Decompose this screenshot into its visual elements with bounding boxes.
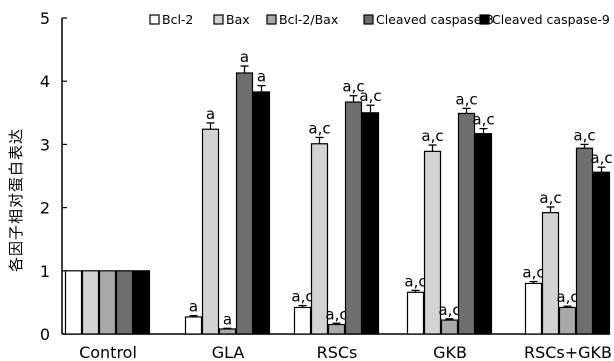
significance-label: a,c [455, 90, 477, 108]
bar-cleaved-caspase-3-control [115, 270, 134, 335]
bar-bcl-2-bax-gla [218, 328, 237, 335]
x-ticks: Control GLA RSCs GKB RSCs+GKB [79, 343, 612, 361]
bar-bcl-2-rscs-gkb [524, 282, 543, 335]
bar-bcl-2-bax-gkb [440, 319, 459, 335]
y-tick-label: 1 [40, 262, 50, 281]
legend-swatch [363, 14, 374, 25]
significance-label: a,c [539, 189, 561, 207]
bar-bax-gla [201, 128, 220, 335]
y-tick-label: 4 [40, 72, 50, 91]
bar-bax-rscs-gkb [541, 212, 560, 335]
bar-cleaved-caspase-3-gla [235, 72, 254, 335]
bar-cleaved-caspase-3-gkb [457, 112, 476, 335]
bar-cleaved-caspase-3-rscs [344, 101, 363, 335]
significance-label: a [223, 310, 232, 328]
significance-label: a,c [590, 149, 612, 167]
significance-label: a [240, 48, 249, 66]
legend-swatch [213, 14, 224, 25]
significance-label: a,c [472, 111, 494, 129]
bar-bcl-2-bax-rscs-gkb [558, 306, 577, 335]
significance-label: a [257, 68, 266, 86]
x-tick-label: GLA [212, 343, 245, 361]
significance-label: a,c [291, 288, 313, 306]
significance-label: a,c [308, 119, 330, 137]
legend-label: Bcl-2 [162, 12, 193, 27]
y-tick-label: 2 [40, 199, 50, 218]
bar-cleaved-caspase-3-rscs-gkb [575, 147, 594, 335]
y-ticks: 0 1 2 3 4 5 [40, 9, 67, 344]
legend-label: Cleaved caspase-9 [492, 12, 610, 27]
bar-cleaved-caspase-9-gkb [474, 133, 493, 335]
significance-label: a,c [421, 127, 443, 145]
bar-bcl-2-control [64, 270, 83, 335]
legend-swatch [149, 14, 160, 25]
significance-label: a [206, 105, 215, 123]
bar-bax-control [81, 270, 100, 335]
x-tick-label: RSCs+GKB [524, 343, 612, 361]
significance-label: a,c [556, 288, 578, 306]
bar-bcl-2-rscs [293, 306, 312, 335]
legend-label: Bcl-2/Bax [279, 12, 338, 27]
x-tick-label: Control [79, 343, 137, 361]
bars: aaaaaa,ca,ca,ca,ca,ca,ca,ca,ca,ca,ca,ca,… [64, 48, 613, 335]
x-tick-label: GKB [433, 343, 467, 361]
x-tick-label: RSCs [317, 343, 358, 361]
bar-bcl-2-bax-rscs [327, 323, 346, 335]
bar-bcl-2-gla [184, 316, 203, 335]
legend: Bcl-2 Bax Bcl-2/Bax Cleaved caspase-3Cleave… [149, 12, 610, 27]
bar-cleaved-caspase-9-rscs-gkb [592, 171, 611, 335]
bar-cleaved-caspase-9-control [132, 270, 151, 335]
y-tick-label: 3 [40, 135, 50, 154]
legend-swatch [479, 14, 490, 25]
legend-label: Cleaved caspase-3 [376, 12, 494, 27]
significance-label: a,c [325, 305, 347, 323]
significance-label: a [189, 298, 198, 316]
bar-bcl-2-gkb [406, 291, 425, 335]
significance-label: a,c [404, 272, 426, 290]
significance-label: a,c [522, 264, 544, 282]
significance-label: a,c [438, 301, 460, 319]
y-tick-label: 0 [40, 325, 50, 344]
bar-cleaved-caspase-9-rscs [361, 112, 380, 335]
significance-label: a,c [342, 78, 364, 96]
legend-label: Bax [226, 12, 250, 27]
bar-bcl-2-bax-control [98, 270, 117, 335]
y-axis-label: 各因子相对蛋白表达 [7, 128, 25, 272]
significance-label: a,c [359, 87, 381, 105]
y-tick-label: 5 [40, 9, 50, 28]
bar-cleaved-caspase-9-gla [252, 91, 271, 335]
legend-swatch [266, 14, 277, 25]
significance-label: a,c [573, 126, 595, 144]
